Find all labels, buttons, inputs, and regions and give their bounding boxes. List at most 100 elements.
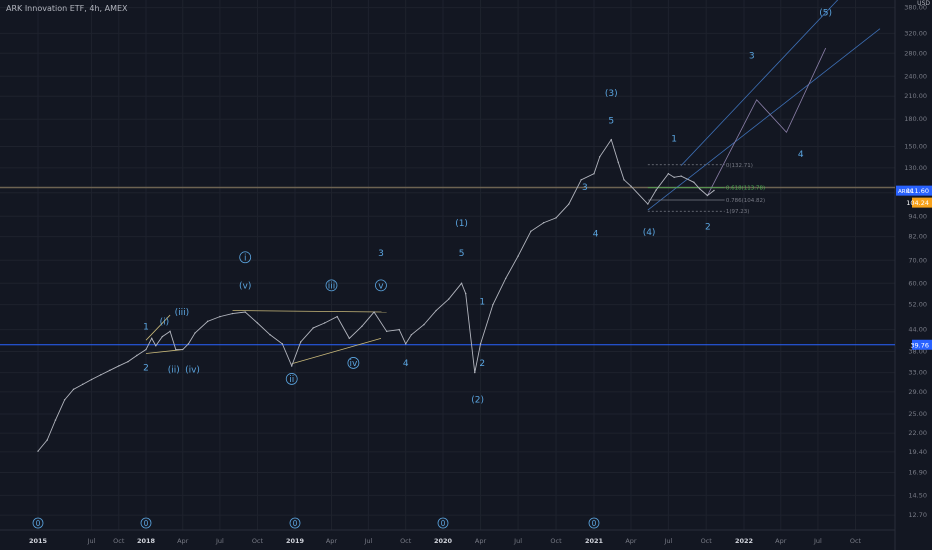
price-point: [693, 181, 695, 184]
price-point: [46, 439, 48, 441]
price-badge-value: 104.24: [906, 199, 929, 207]
price-point: [410, 334, 413, 336]
cycle-marker-label: 0: [144, 519, 149, 528]
trendline: [291, 337, 382, 365]
wave-label: (1): [455, 219, 468, 229]
wave-circle: [347, 357, 360, 369]
y-tick-label: 180.00: [904, 115, 927, 123]
price-point: [492, 303, 494, 306]
price-point: [182, 348, 184, 351]
price-point: [256, 322, 259, 324]
wave-label: (5): [819, 9, 832, 19]
price-point: [479, 343, 482, 345]
fib-level-label: 0(132.71): [726, 163, 753, 169]
wave-label: v: [378, 281, 384, 291]
channel-upper-line: [680, 0, 839, 166]
y-tick-label: 150.00: [904, 142, 927, 150]
y-tick-label: 16.90: [908, 469, 927, 477]
x-tick-label: Jul: [663, 537, 672, 545]
price-point: [155, 345, 157, 347]
wave-label: 2: [479, 359, 485, 369]
wave-circle: [239, 251, 252, 264]
y-tick-label: 320.00: [904, 29, 927, 37]
price-point: [580, 179, 582, 181]
wave-label: (iii): [175, 308, 190, 318]
price-point: [291, 365, 293, 367]
fib-retracement: 0(132.71) 0.618(113.78) 0.786(104.82) 1(97.…: [647, 163, 765, 215]
price-point: [145, 348, 147, 351]
cycle-marker-circle: [140, 517, 152, 529]
price-point: [593, 172, 595, 175]
fib-level-label: 1(97.23): [726, 209, 750, 215]
price-point: [63, 399, 66, 401]
x-tick-label: Jul: [363, 537, 372, 545]
price-point: [161, 335, 164, 338]
x-tick-label: Jul: [215, 537, 224, 545]
wave-label: i: [244, 253, 247, 263]
trendlines: [145, 310, 387, 365]
wave-circle: [375, 279, 387, 292]
projection-path: [707, 47, 827, 196]
cycle-markers: 0 0 0 0 0: [32, 517, 600, 529]
price-badge: [896, 185, 932, 196]
price-point: [435, 309, 437, 312]
price-point: [542, 222, 545, 224]
price-point: [127, 360, 129, 363]
cycle-marker-circle: [32, 517, 44, 529]
price-point: [312, 327, 314, 329]
price-point: [336, 315, 338, 318]
x-tick-label: Oct: [550, 537, 562, 545]
wave-labels: 12(i)(ii)(iii)(iv)(v)iiiiiiivv345(1)12(2…: [143, 9, 832, 406]
wave-label: 1: [143, 323, 149, 333]
x-tick-label: 2015: [29, 537, 48, 545]
y-tick-label: 70.00: [908, 256, 927, 264]
price-point: [244, 311, 246, 313]
price-point: [194, 332, 196, 334]
y-tick-label: 14.50: [908, 491, 927, 499]
y-tick-label: 280.00: [904, 49, 927, 57]
price-point: [373, 311, 375, 313]
trendline: [145, 314, 171, 341]
price-point: [464, 292, 467, 295]
wave-label: (v): [239, 281, 251, 291]
price-point: [175, 348, 177, 351]
price-point: [517, 255, 519, 257]
price-point: [72, 388, 75, 391]
price-badge-value: 39.76: [910, 341, 929, 349]
wave-label: 4: [403, 359, 409, 369]
cycle-marker-circle: [289, 517, 301, 529]
y-tick-label: 240.00: [904, 72, 927, 80]
wave-label: (3): [605, 89, 618, 99]
wave-label: 5: [608, 116, 614, 126]
price-point: [90, 378, 93, 381]
price-point: [617, 161, 619, 163]
x-tick-label: 2020: [434, 537, 453, 545]
y-tick-label: 130.00: [904, 164, 927, 172]
price-point: [231, 312, 234, 315]
wave-label: 3: [582, 183, 588, 193]
price-point: [187, 343, 190, 345]
wave-label: 2: [705, 223, 711, 233]
y-tick-label: 94.00: [908, 212, 927, 220]
price-point: [673, 176, 675, 179]
cycle-marker-label: 0: [293, 519, 298, 528]
y-tick-label: 82.00: [908, 233, 927, 241]
price-point: [54, 419, 57, 421]
price-point: [37, 450, 39, 452]
price-point: [610, 138, 612, 141]
price-point: [100, 374, 102, 376]
cycle-marker-label: 0: [441, 519, 446, 528]
price-point: [555, 217, 557, 219]
price-point: [623, 179, 625, 181]
price-point: [630, 185, 632, 187]
y-tick-label: 33.00: [908, 369, 927, 377]
trendline: [145, 349, 183, 354]
trendline: [232, 310, 387, 313]
price-point: [269, 334, 271, 336]
x-tick-label: Apr: [475, 537, 487, 545]
price-point: [599, 156, 601, 158]
x-tick-label: Oct: [113, 537, 125, 545]
y-tick-label: 29.00: [908, 388, 927, 396]
price-point: [713, 189, 715, 192]
